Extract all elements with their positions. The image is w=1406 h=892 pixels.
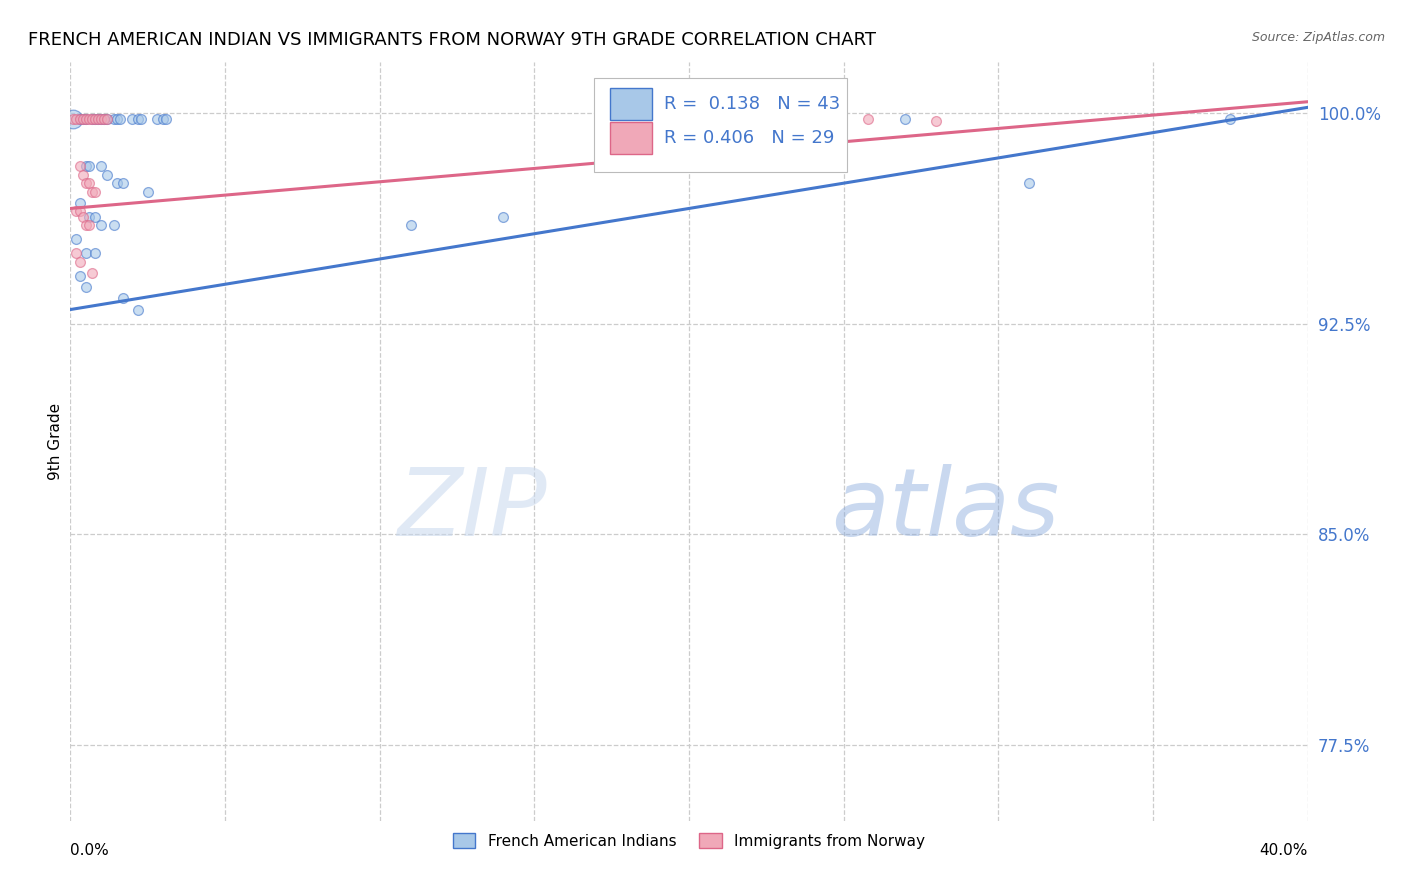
Point [146, 112, 169, 126]
Point [65, 232, 87, 246]
Point [84, 210, 107, 224]
Point [80, 112, 103, 126]
Point [894, 112, 917, 126]
Point [84, 185, 107, 199]
Point [155, 112, 177, 126]
Text: R = 0.406   N = 29: R = 0.406 N = 29 [664, 129, 835, 147]
Point [65, 246, 87, 260]
Point [858, 112, 880, 126]
Point [399, 219, 422, 233]
Point [84, 112, 107, 126]
Point [93, 112, 115, 126]
Point [75, 246, 97, 260]
Point [105, 176, 128, 190]
Point [69, 195, 91, 210]
Point [65, 204, 87, 219]
Point [492, 210, 515, 224]
Point [75, 176, 97, 190]
Point [96, 112, 118, 126]
Point [90, 112, 112, 126]
Point [105, 112, 128, 126]
Point [72, 112, 94, 126]
Point [131, 112, 153, 126]
Point [1018, 176, 1040, 190]
Point [69, 255, 91, 269]
Point [84, 112, 107, 126]
Point [84, 246, 107, 260]
Point [69, 204, 91, 219]
Point [69, 268, 91, 283]
Y-axis label: 9th Grade: 9th Grade [48, 403, 63, 480]
Point [80, 112, 103, 126]
Point [72, 168, 94, 182]
Point [96, 168, 118, 182]
Text: R =  0.138   N = 43: R = 0.138 N = 43 [664, 95, 841, 113]
Point [90, 219, 112, 233]
Point [925, 114, 948, 128]
Text: 40.0%: 40.0% [1260, 843, 1308, 858]
Point [87, 112, 110, 126]
Point [80, 266, 103, 280]
Point [72, 112, 94, 126]
Point [77, 176, 100, 190]
Point [77, 219, 100, 233]
Point [69, 159, 91, 173]
Point [77, 210, 100, 224]
Point [75, 219, 97, 233]
Point [69, 112, 91, 126]
FancyBboxPatch shape [593, 78, 848, 172]
Point [75, 112, 97, 126]
Point [90, 159, 112, 173]
Point [152, 112, 174, 126]
Point [111, 176, 134, 190]
Point [77, 112, 100, 126]
Point [62, 112, 84, 126]
Point [1219, 112, 1241, 126]
FancyBboxPatch shape [610, 122, 652, 154]
Point [72, 210, 94, 224]
Point [121, 112, 143, 126]
Point [103, 219, 125, 233]
Point [69, 112, 91, 126]
Point [80, 185, 103, 199]
Legend: French American Indians, Immigrants from Norway: French American Indians, Immigrants from… [447, 827, 931, 855]
Point [678, 112, 700, 126]
Point [62, 112, 84, 126]
Text: ZIP: ZIP [396, 464, 547, 556]
Point [93, 112, 115, 126]
Point [65, 112, 87, 126]
Point [90, 112, 112, 126]
Point [111, 291, 134, 305]
Point [75, 112, 97, 126]
FancyBboxPatch shape [610, 88, 652, 120]
Point [96, 112, 118, 126]
Point [103, 112, 125, 126]
Point [127, 302, 149, 317]
Point [127, 112, 149, 126]
Text: Source: ZipAtlas.com: Source: ZipAtlas.com [1251, 31, 1385, 45]
Point [77, 159, 100, 173]
Text: 0.0%: 0.0% [70, 843, 110, 858]
Text: atlas: atlas [831, 464, 1060, 556]
Point [75, 280, 97, 294]
Point [136, 185, 159, 199]
Point [108, 112, 131, 126]
Point [87, 112, 110, 126]
Text: FRENCH AMERICAN INDIAN VS IMMIGRANTS FROM NORWAY 9TH GRADE CORRELATION CHART: FRENCH AMERICAN INDIAN VS IMMIGRANTS FRO… [28, 31, 876, 49]
Point [75, 159, 97, 173]
